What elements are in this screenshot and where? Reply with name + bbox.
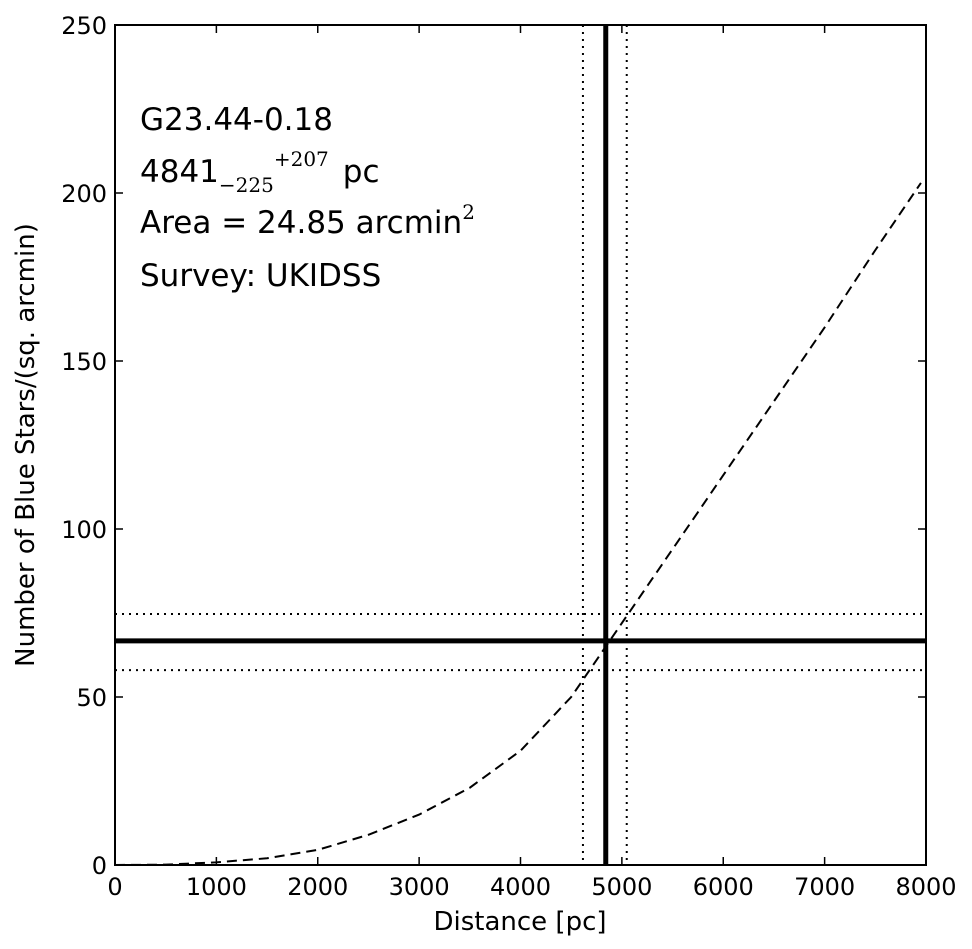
distance: 4841 [140, 154, 219, 190]
x-tick-label: 8000 [895, 873, 956, 901]
data-line [114, 182, 922, 866]
annotation-distance: 4841−225+207 pc [140, 147, 380, 197]
plot-frame [114, 24, 927, 866]
x-tick-label: 3000 [389, 873, 450, 901]
x-tick-label: 7000 [794, 873, 855, 901]
annotation-area: Area = 24.85 arcmin2 [140, 200, 475, 241]
annotation-survey: Survey: UKIDSS [140, 258, 381, 294]
area: Area = 24.85 arcmin [140, 205, 462, 241]
x-tick-label: 4000 [490, 873, 551, 901]
x-tick-label: 6000 [693, 873, 754, 901]
err-plus: +207 [274, 147, 329, 171]
y-tick-label: 250 [61, 12, 107, 40]
y-axis-label: Number of Blue Stars/(sq. arcmin) [11, 223, 41, 667]
x-axis-label: Distance [pc] [433, 907, 606, 937]
annotation-name: G23.44-0.18 [140, 102, 333, 138]
y-tick-label: 0 [92, 852, 107, 880]
x-tick-label: 5000 [591, 873, 652, 901]
x-tick-label: 0 [107, 873, 122, 901]
y-tick-label: 200 [61, 180, 107, 208]
y-tick-label: 50 [76, 684, 107, 712]
y-tick-label: 100 [61, 516, 107, 544]
x-tick-label: 1000 [186, 873, 247, 901]
err-minus: −225 [219, 173, 274, 197]
area-sup: 2 [462, 200, 475, 224]
x-tick-label: 2000 [287, 873, 348, 901]
y-tick-label: 150 [61, 348, 107, 376]
unit: pc [343, 154, 380, 190]
